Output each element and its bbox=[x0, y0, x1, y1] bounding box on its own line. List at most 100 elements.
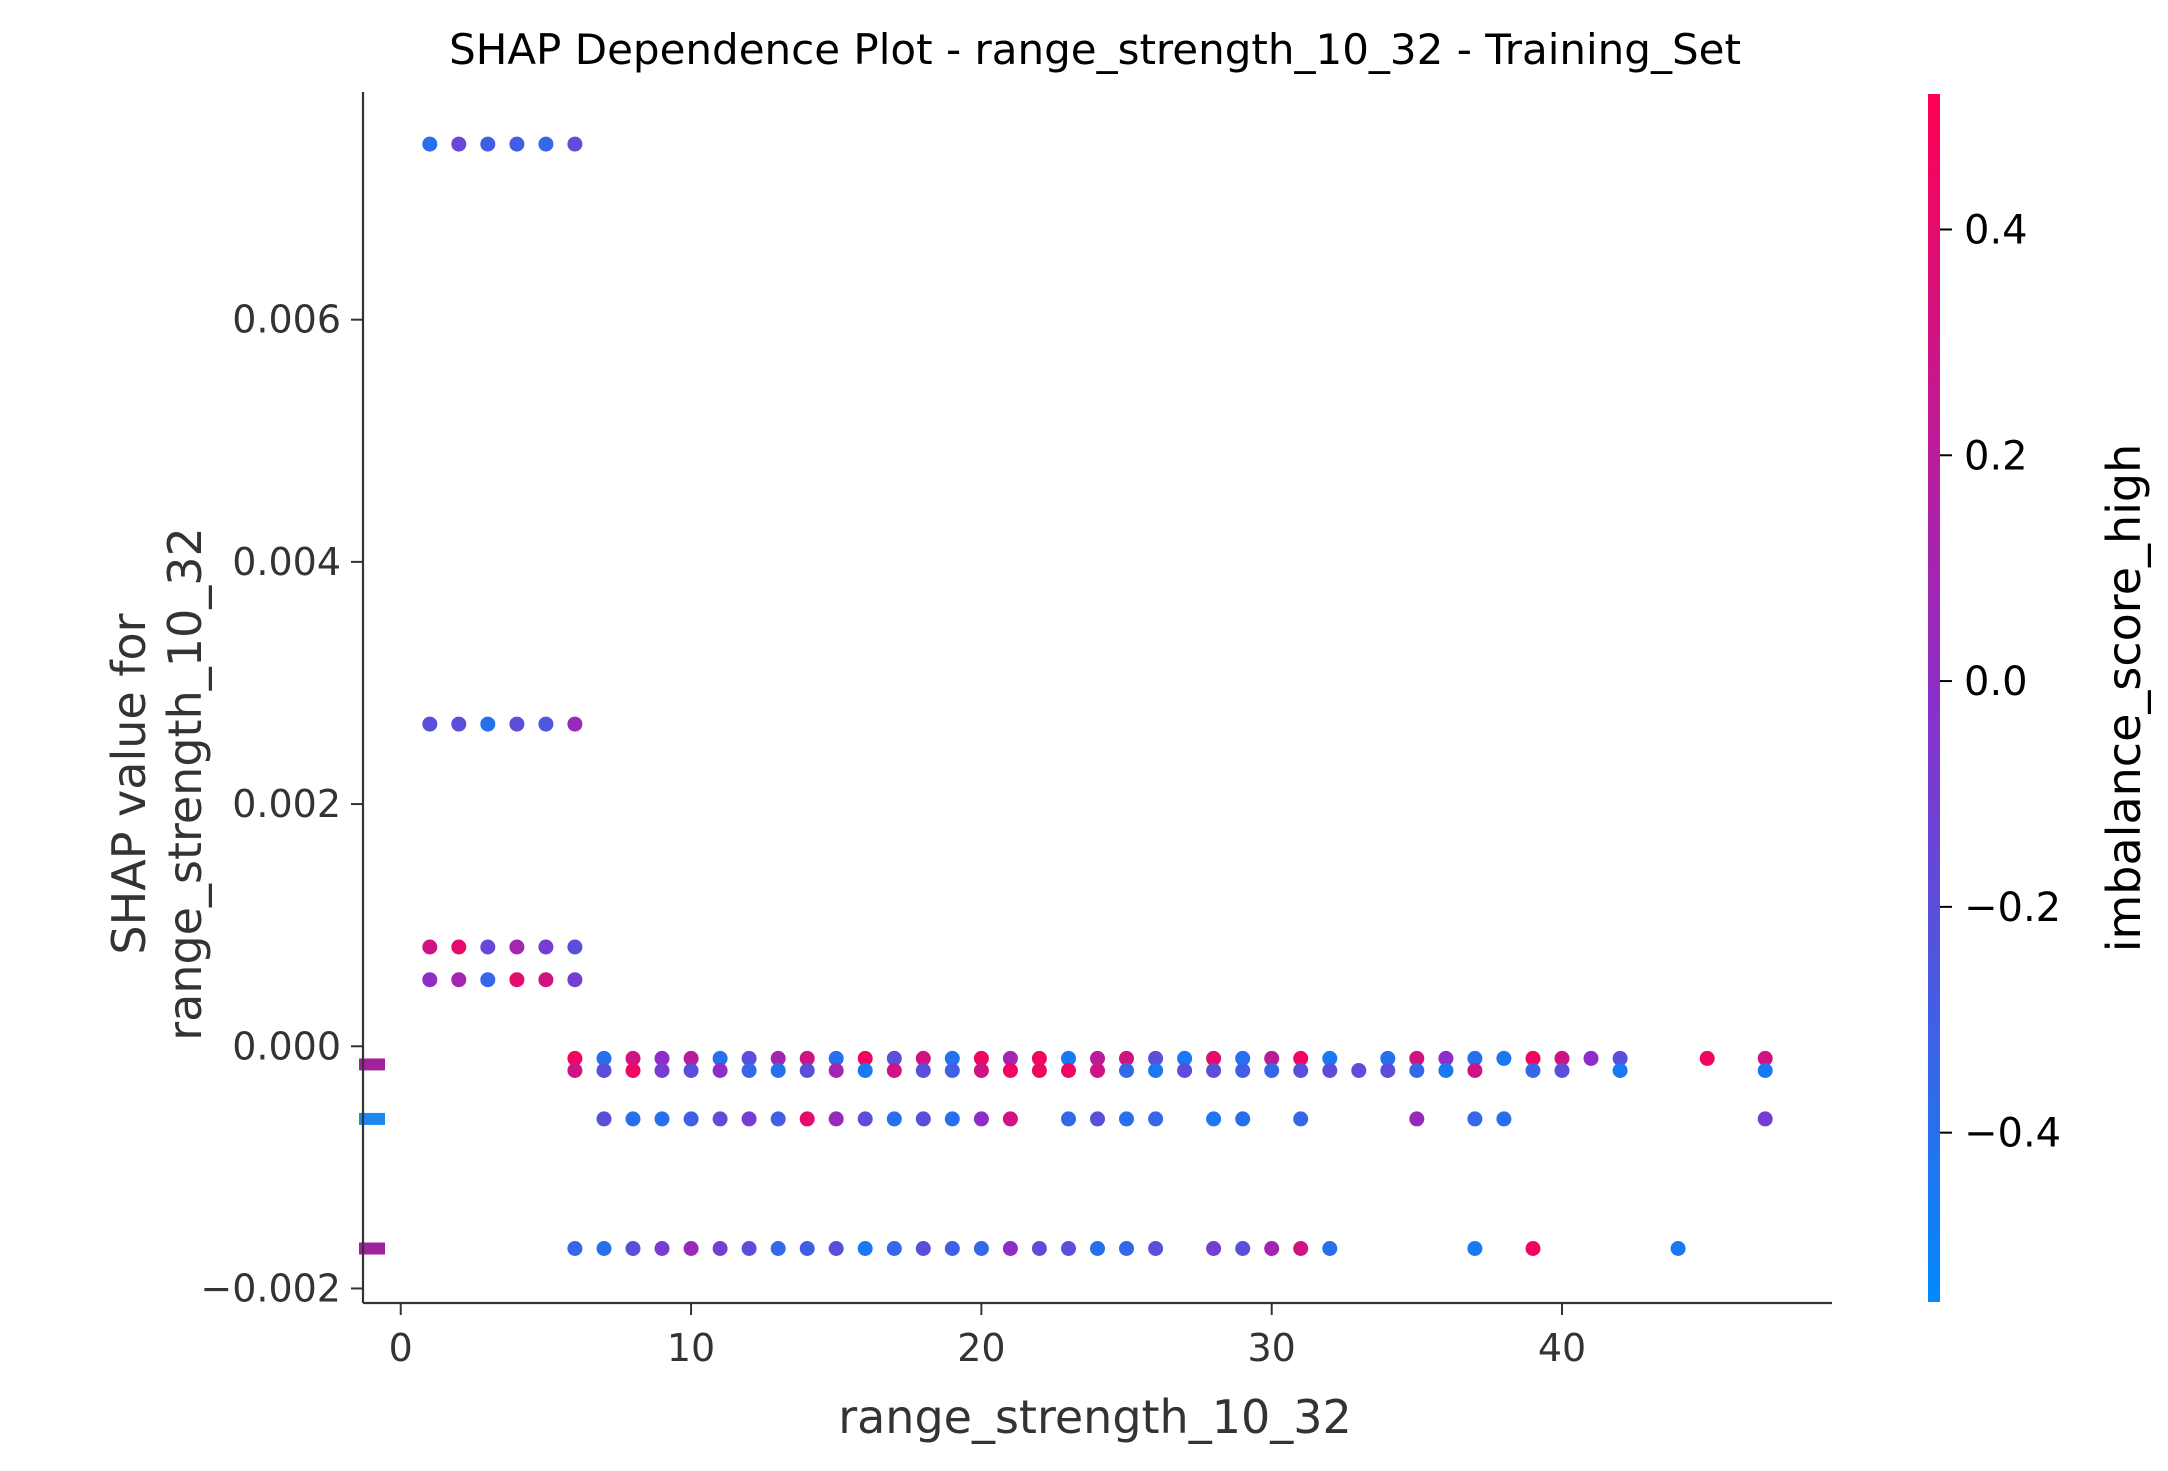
scatter-point bbox=[741, 1063, 757, 1078]
scatter-point bbox=[1206, 1111, 1222, 1127]
scatter-point bbox=[712, 1111, 728, 1127]
x-axis-ticks: 0 10 20 30 40 bbox=[389, 1303, 1586, 1370]
scatter-point bbox=[828, 1241, 844, 1256]
scatter-point bbox=[451, 136, 467, 152]
scatter-point bbox=[1467, 1050, 1483, 1066]
scatter-point bbox=[1467, 1241, 1483, 1256]
scatter-point bbox=[1177, 1063, 1193, 1078]
scatter-point bbox=[1496, 1050, 1512, 1066]
scatter-point bbox=[944, 1241, 960, 1256]
scatter-point bbox=[741, 1050, 757, 1066]
scatter-point bbox=[1322, 1050, 1338, 1066]
scatter-point bbox=[1002, 1063, 1018, 1078]
scatter-point bbox=[1757, 1050, 1773, 1066]
scatter-point bbox=[828, 1111, 844, 1127]
scatter-point bbox=[1061, 1111, 1076, 1127]
scatter-point bbox=[1438, 1063, 1454, 1078]
scatter-point bbox=[538, 716, 554, 732]
scatter-point bbox=[828, 1063, 844, 1078]
colorbar bbox=[1928, 94, 1940, 1302]
scatter-point bbox=[1235, 1241, 1251, 1256]
scatter-point bbox=[509, 939, 525, 955]
missing-value-marker bbox=[359, 1242, 385, 1255]
scatter-point bbox=[1757, 1063, 1773, 1078]
scatter-point bbox=[973, 1063, 989, 1078]
scatter-point bbox=[799, 1063, 815, 1078]
scatter-point bbox=[1119, 1111, 1134, 1127]
scatter-point bbox=[1409, 1050, 1425, 1066]
scatter-point bbox=[1699, 1050, 1715, 1066]
scatter-point bbox=[1148, 1063, 1164, 1078]
scatter-point bbox=[915, 1111, 931, 1127]
missing-markers bbox=[359, 1058, 385, 1255]
scatter-point bbox=[1525, 1063, 1541, 1078]
scatter-point bbox=[857, 1241, 873, 1256]
scatter-point bbox=[1002, 1241, 1018, 1256]
scatter-point bbox=[1293, 1063, 1309, 1078]
scatter-point bbox=[1206, 1241, 1222, 1256]
scatter-point bbox=[1148, 1241, 1164, 1256]
scatter-point bbox=[1467, 1063, 1483, 1078]
scatter-point bbox=[1177, 1050, 1193, 1066]
scatter-point bbox=[712, 1241, 728, 1256]
scatter-point bbox=[567, 1050, 583, 1066]
scatter-point bbox=[1002, 1111, 1018, 1127]
scatter-point bbox=[857, 1111, 873, 1127]
scatter-point bbox=[1496, 1111, 1512, 1127]
scatter-point bbox=[1002, 1050, 1018, 1066]
scatter-point bbox=[567, 136, 583, 152]
scatter-point bbox=[1206, 1050, 1222, 1066]
scatter-point bbox=[1235, 1111, 1251, 1127]
scatter-point bbox=[915, 1063, 931, 1078]
scatter-point bbox=[683, 1111, 699, 1127]
scatter-point bbox=[886, 1050, 902, 1066]
scatter-point bbox=[451, 972, 467, 988]
scatter-point bbox=[1322, 1063, 1338, 1078]
scatter-point bbox=[857, 1050, 873, 1066]
colorbar-tick-label: 0.2 bbox=[1964, 433, 2028, 479]
scatter-point bbox=[886, 1241, 902, 1256]
scatter-point bbox=[712, 1063, 728, 1078]
scatter-point bbox=[799, 1241, 815, 1256]
scatter-point bbox=[480, 716, 496, 732]
scatter-point bbox=[1264, 1050, 1280, 1066]
scatter-point bbox=[509, 136, 525, 152]
scatter-point bbox=[712, 1050, 728, 1066]
x-tick-label: 40 bbox=[1538, 1326, 1586, 1370]
scatter-point bbox=[1467, 1111, 1483, 1127]
scatter-point bbox=[1235, 1063, 1251, 1078]
scatter-point bbox=[973, 1050, 989, 1066]
scatter-point bbox=[1031, 1050, 1047, 1066]
scatter-point bbox=[567, 1063, 583, 1078]
scatter-point bbox=[1148, 1111, 1164, 1127]
scatter-point bbox=[944, 1111, 960, 1127]
y-tick-label: 0.000 bbox=[232, 1024, 341, 1068]
scatter-point bbox=[915, 1050, 931, 1066]
y-axis-label-line-1: SHAP value for bbox=[102, 613, 156, 954]
scatter-point bbox=[683, 1063, 699, 1078]
scatter-point bbox=[1351, 1063, 1367, 1078]
scatter-point bbox=[422, 136, 438, 152]
scatter-point bbox=[944, 1050, 960, 1066]
scatter-point bbox=[480, 972, 496, 988]
scatter-point bbox=[799, 1111, 815, 1127]
scatter-point bbox=[422, 716, 438, 732]
scatter-point bbox=[1235, 1050, 1251, 1066]
scatter-point bbox=[944, 1063, 960, 1078]
scatter-point bbox=[654, 1050, 670, 1066]
scatter-point bbox=[596, 1111, 612, 1127]
scatter-point bbox=[1612, 1063, 1628, 1078]
scatter-point bbox=[1293, 1111, 1309, 1127]
scatter-point bbox=[654, 1111, 670, 1127]
scatter-point bbox=[1119, 1063, 1134, 1078]
scatter-point bbox=[886, 1063, 902, 1078]
scatter-point bbox=[567, 972, 583, 988]
scatter-point bbox=[1525, 1050, 1541, 1066]
scatter-point bbox=[451, 716, 467, 732]
scatter-point bbox=[1757, 1111, 1773, 1127]
scatter-point bbox=[509, 716, 525, 732]
scatter-point bbox=[683, 1050, 699, 1066]
scatter-point bbox=[1061, 1050, 1076, 1066]
colorbar-tick-label: −0.2 bbox=[1964, 885, 2061, 931]
